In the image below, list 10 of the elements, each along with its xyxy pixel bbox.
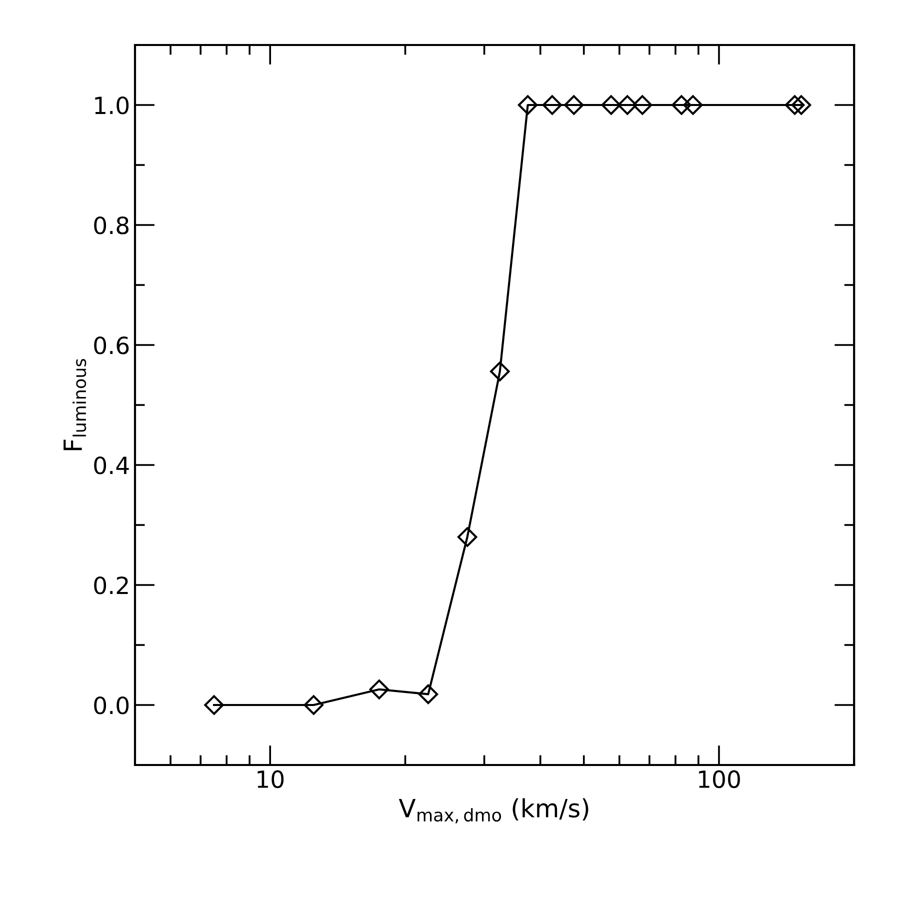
x-tick-label: 100 bbox=[699, 770, 740, 788]
y-axis-title: F$_{luminous}$ bbox=[64, 358, 86, 450]
x-tick-label: 10 bbox=[258, 770, 284, 788]
y-tick-label: 0.4 bbox=[94, 456, 129, 474]
x-axis-title: V$_{max,dmo}$ (km/s) bbox=[398, 798, 588, 824]
y-tick-label: 0.6 bbox=[94, 336, 129, 354]
y-tick-label: 0.8 bbox=[94, 216, 129, 234]
y-tick-label: 0.2 bbox=[94, 576, 128, 594]
y-tick-label: 0.0 bbox=[94, 696, 129, 714]
y-tick-label: 1.0 bbox=[95, 96, 129, 114]
